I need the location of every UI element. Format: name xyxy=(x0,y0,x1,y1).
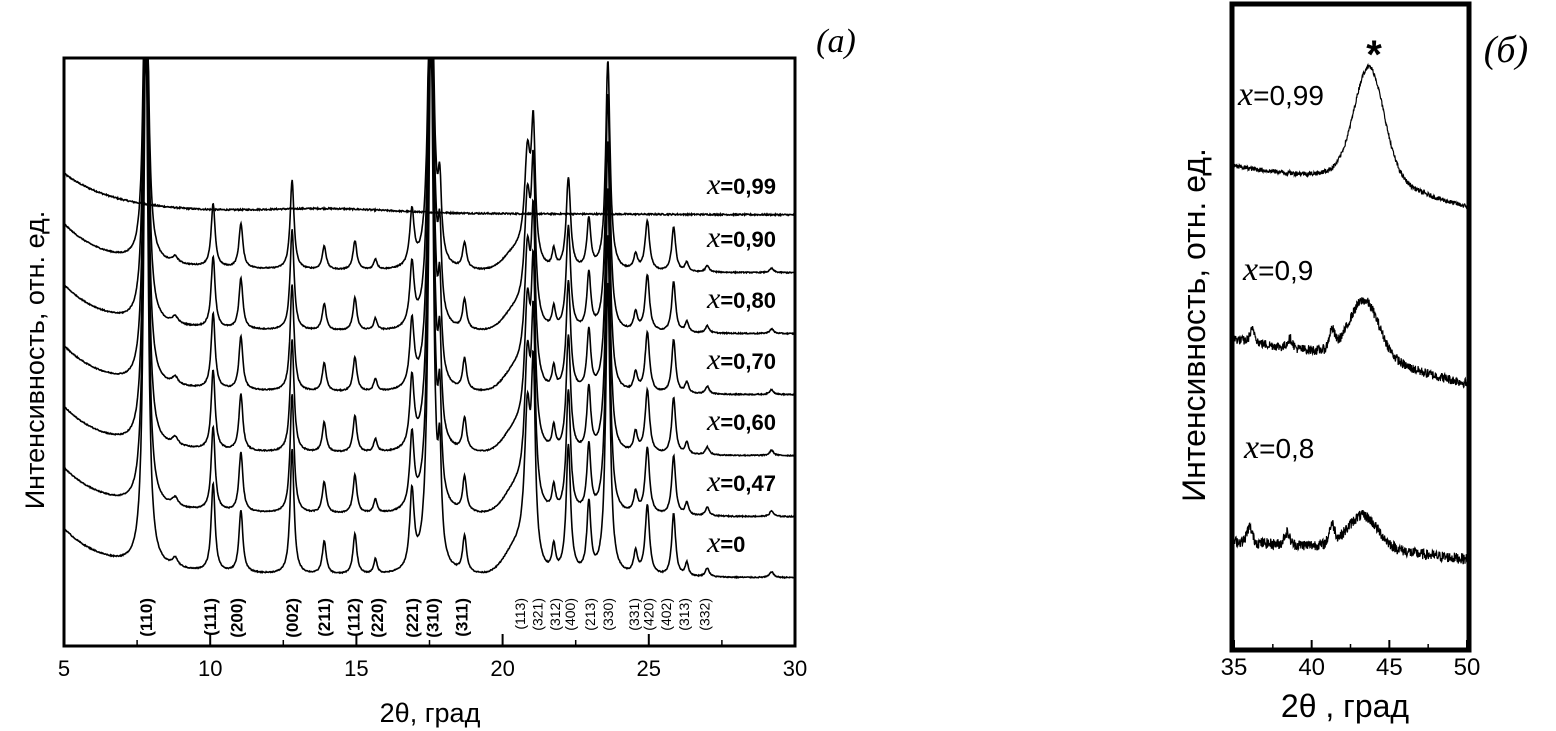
x-tick-label-b-0: 35 xyxy=(1221,654,1248,681)
x-tick-label-b-2: 45 xyxy=(1376,654,1403,681)
panel-b-label: (б) xyxy=(1484,29,1528,71)
x-tick-label-5: 30 xyxy=(783,656,807,681)
series-label-value: =0,90 xyxy=(720,227,776,252)
series-label-6: x=0 xyxy=(706,526,745,559)
hkl-label-2: (200) xyxy=(228,598,247,638)
series-label-value: =0,80 xyxy=(720,288,776,313)
hkl-label-3: (002) xyxy=(283,598,302,638)
hkl-label-16: (331) xyxy=(626,598,642,631)
series-b-label-2: x=0,8 xyxy=(1243,429,1314,466)
panel-b-series-labels: x=0,99x=0,9x=0,8 xyxy=(1237,76,1324,466)
series-label-var: x xyxy=(706,404,721,437)
panel-b-x-ticks: 35 40 45 50 xyxy=(1221,640,1481,681)
panel-a: x=0,99x=0,90x=0,80x=0,70x=0,60x=0,47x=0 … xyxy=(20,23,856,728)
x-tick-label-b-1: 40 xyxy=(1298,654,1325,681)
panel-b-y-axis-label: Интенсивность, отн. ед. xyxy=(1176,148,1212,502)
hkl-label-20: (332) xyxy=(696,598,712,631)
panel-a-curves xyxy=(63,57,796,580)
x-tick-label-3: 20 xyxy=(490,656,514,681)
series-b-label-value: =0,99 xyxy=(1253,80,1324,111)
series-b-label-var: x xyxy=(1242,251,1258,288)
x-tick-label-b-3: 50 xyxy=(1454,654,1481,681)
hkl-label-0: (110) xyxy=(137,598,156,637)
panel-b: x=0,99x=0,9x=0,8 35 40 45 50 * 2θ , град Ин… xyxy=(1176,1,1528,724)
hkl-label-12: (312) xyxy=(547,598,563,631)
series-label-var: x xyxy=(706,168,721,201)
hkl-label-15: (330) xyxy=(600,598,616,631)
series-b-label-value: =0,9 xyxy=(1258,255,1313,286)
x-tick-label-1: 10 xyxy=(198,656,222,681)
hkl-label-9: (311) xyxy=(453,598,472,637)
series-label-1: x=0,90 xyxy=(706,221,776,254)
panel-b-x-axis-label: 2θ , град xyxy=(1281,688,1410,724)
x-tick-label-4: 25 xyxy=(637,656,661,681)
hkl-label-7: (221) xyxy=(403,598,422,638)
hkl-label-6: (220) xyxy=(368,598,387,638)
series-label-0: x=0,99 xyxy=(706,168,776,201)
hkl-label-4: (211) xyxy=(315,598,334,637)
hkl-label-13: (400) xyxy=(562,598,578,631)
series-label-value: =0,99 xyxy=(720,174,776,199)
panel-b-peak-marker: * xyxy=(1366,33,1382,77)
series-label-value: =0,60 xyxy=(720,410,776,435)
panel-b-curves xyxy=(1233,62,1468,565)
hkl-label-1: (111) xyxy=(201,598,220,636)
hkl-label-19: (313) xyxy=(676,598,692,631)
series-label-var: x xyxy=(706,221,721,254)
hkl-label-18: (402) xyxy=(658,598,674,631)
panel-a-x-axis-label: 2θ, град xyxy=(380,698,481,728)
series-label-var: x xyxy=(706,465,721,498)
panel-a-series-labels: x=0,99x=0,90x=0,80x=0,70x=0,60x=0,47x=0 xyxy=(706,168,776,559)
hkl-label-14: (213) xyxy=(582,598,598,631)
series-line-6 xyxy=(63,57,796,580)
hkl-label-8: (310) xyxy=(423,598,442,638)
series-label-var: x xyxy=(706,343,721,376)
panel-a-x-ticks: 5 10 15 20 25 30 xyxy=(58,634,807,681)
x-tick-label-2: 15 xyxy=(344,656,368,681)
series-label-var: x xyxy=(706,282,721,315)
panel-a-label: (а) xyxy=(816,23,856,60)
x-tick-label-0: 5 xyxy=(58,656,70,681)
series-label-value: =0,47 xyxy=(720,471,776,496)
panel-a-y-axis-label: Интенсивность, отн. ед. xyxy=(20,211,50,509)
series-b-label-1: x=0,9 xyxy=(1242,251,1313,288)
series-b-label-value: =0,8 xyxy=(1259,433,1314,464)
hkl-label-17: (420) xyxy=(641,598,657,631)
series-label-5: x=0,47 xyxy=(706,465,776,498)
series-b-line-0 xyxy=(1233,62,1468,210)
hkl-label-5: (112) xyxy=(344,598,363,637)
hkl-label-11: (321) xyxy=(530,598,546,631)
series-b-label-var: x xyxy=(1237,76,1253,113)
series-label-4: x=0,60 xyxy=(706,404,776,437)
panel-a-hkl-annotations: (110) (111) (200) (002) (211) (112) (220) (221)… xyxy=(137,598,712,638)
series-label-2: x=0,80 xyxy=(706,282,776,315)
series-label-var: x xyxy=(706,526,721,559)
series-b-label-0: x=0,99 xyxy=(1237,76,1324,113)
series-label-value: =0 xyxy=(720,532,745,557)
series-b-label-var: x xyxy=(1243,429,1259,466)
series-b-line-2 xyxy=(1233,510,1468,565)
series-label-value: =0,70 xyxy=(720,349,776,374)
series-label-3: x=0,70 xyxy=(706,343,776,376)
hkl-label-10: (113) xyxy=(512,598,528,630)
series-b-line-1 xyxy=(1233,297,1468,389)
